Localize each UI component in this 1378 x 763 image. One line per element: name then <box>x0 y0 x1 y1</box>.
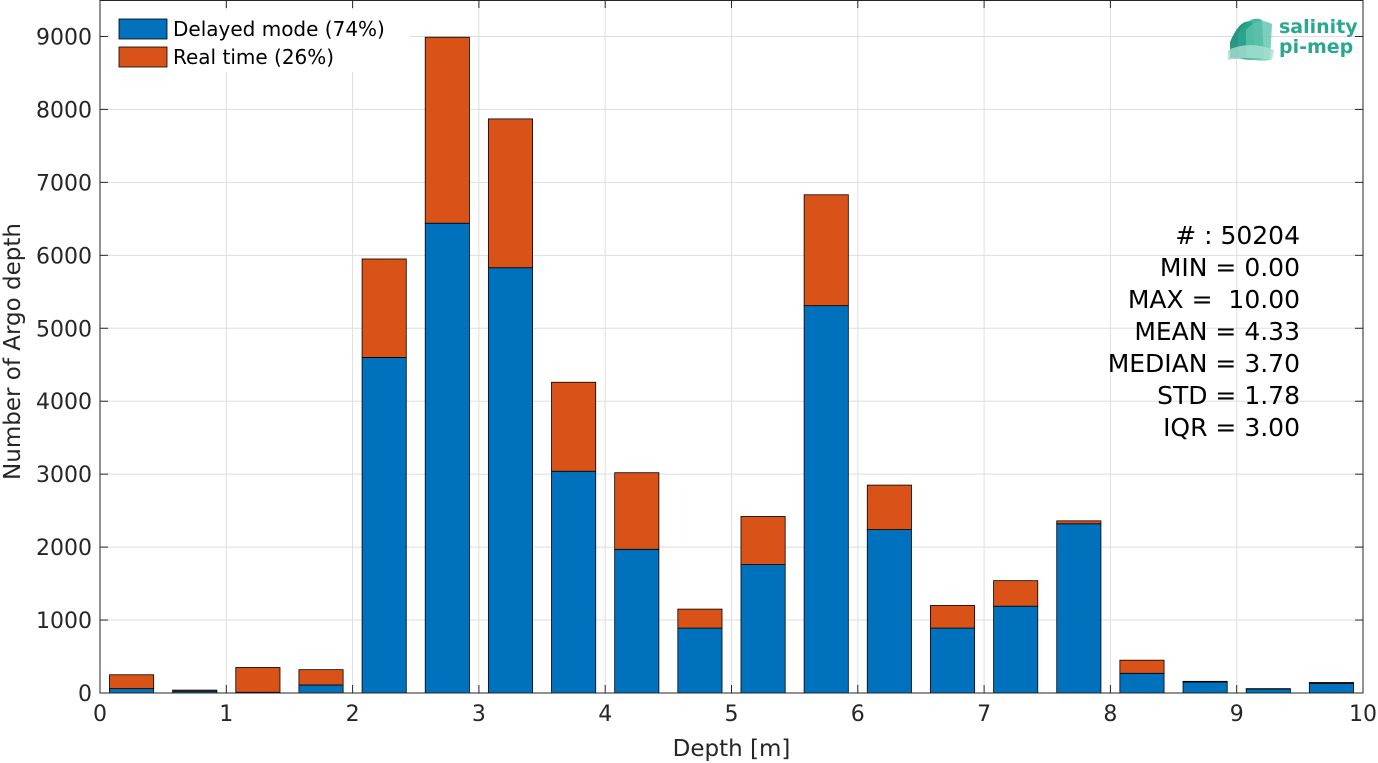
bar-delayed-10 <box>740 564 786 694</box>
y-tick-label: 8000 <box>36 98 92 123</box>
bar-delayed-6 <box>487 267 533 694</box>
y-axis-title: Number of Argo depth <box>0 223 26 480</box>
x-axis-title: Depth [m] <box>673 736 791 762</box>
bar-delayed-15 <box>1056 523 1102 694</box>
bar-delayed-9 <box>677 627 723 694</box>
bar-delayed-13 <box>930 627 976 694</box>
bar-delayed-5 <box>424 222 470 694</box>
x-tick-label: 8 <box>1103 702 1117 727</box>
stat-std: STD = 1.78 <box>1157 381 1300 410</box>
bar-realtime-0 <box>109 674 155 690</box>
stat-max: MAX = 10.00 <box>1128 285 1300 314</box>
statistics-box: # : 50204 MIN = 0.00 MAX = 10.00 MEAN = … <box>1108 221 1300 442</box>
y-tick-label: 1000 <box>36 609 92 634</box>
stat-count: # : 50204 <box>1175 221 1300 250</box>
x-tick-label: 4 <box>598 702 612 727</box>
bar-delayed-4 <box>361 357 407 694</box>
y-tick-label: 0 <box>78 682 92 707</box>
bar-delayed-18 <box>1245 688 1291 694</box>
x-tick-label: 7 <box>977 702 991 727</box>
x-tick-label: 9 <box>1230 702 1244 727</box>
bars <box>109 36 1354 694</box>
x-tick-label: 1 <box>219 702 233 727</box>
wave-logo-icon <box>1228 18 1274 61</box>
legend-label-realtime: Real time (26%) <box>173 45 334 69</box>
bar-delayed-14 <box>993 605 1039 694</box>
bar-delayed-7 <box>551 470 597 694</box>
bar-realtime-16 <box>1119 659 1165 674</box>
logo-text-line2: pi-mep <box>1279 36 1353 58</box>
x-tick-label: 6 <box>851 702 865 727</box>
bar-realtime-11 <box>803 194 849 307</box>
x-tick-label: 2 <box>346 702 360 727</box>
y-tick-label: 6000 <box>36 244 92 269</box>
bar-delayed-12 <box>866 529 912 694</box>
bar-realtime-4 <box>361 258 407 358</box>
legend-swatch-delayed <box>118 18 168 40</box>
y-tick-label: 7000 <box>36 171 92 196</box>
bar-realtime-3 <box>298 669 344 686</box>
bar-realtime-8 <box>614 472 660 550</box>
bar-realtime-15 <box>1056 520 1102 525</box>
bar-realtime-10 <box>740 516 786 566</box>
y-tick-label: 4000 <box>36 390 92 415</box>
bar-realtime-12 <box>866 484 912 530</box>
y-tick-label: 2000 <box>36 536 92 561</box>
legend-label-delayed: Delayed mode (74%) <box>173 17 385 41</box>
legend-swatch-realtime <box>118 46 168 68</box>
bar-realtime-1 <box>172 689 218 692</box>
salinity-pimep-logo: salinity pi-mep <box>1228 16 1358 61</box>
x-tick-label: 10 <box>1349 702 1377 727</box>
bar-delayed-11 <box>803 305 849 694</box>
x-tick-label: 5 <box>725 702 739 727</box>
bar-realtime-5 <box>424 36 470 224</box>
stat-iqr: IQR = 3.00 <box>1163 413 1300 442</box>
bar-realtime-13 <box>930 605 976 629</box>
bar-delayed-0 <box>109 688 155 694</box>
bar-realtime-6 <box>487 118 533 269</box>
bar-realtime-19 <box>1308 682 1354 684</box>
y-tick-label: 3000 <box>36 463 92 488</box>
bar-delayed-3 <box>298 684 344 694</box>
stat-min: MIN = 0.00 <box>1160 253 1300 282</box>
y-tick-label: 9000 <box>36 25 92 50</box>
bar-delayed-8 <box>614 548 660 694</box>
bar-delayed-19 <box>1308 683 1354 694</box>
bar-realtime-17 <box>1182 680 1228 683</box>
bar-realtime-9 <box>677 608 723 629</box>
bar-realtime-14 <box>993 580 1039 607</box>
x-tick-label: 3 <box>472 702 486 727</box>
ticks: 0 1 2 3 4 5 6 7 8 9 10 0 1000 2000 3000 4000 5000 6000 700… <box>36 0 1377 727</box>
grid <box>99 0 1364 694</box>
logo-text-line1: salinity <box>1279 16 1358 38</box>
y-tick-label: 5000 <box>36 317 92 342</box>
x-tick-label: 0 <box>93 702 107 727</box>
bar-delayed-16 <box>1119 672 1165 694</box>
bar-realtime-7 <box>551 381 597 472</box>
legend: Delayed mode (74%) Real time (26%) <box>110 10 410 72</box>
bar-delayed-17 <box>1182 681 1228 694</box>
stat-median: MEDIAN = 3.70 <box>1108 349 1300 378</box>
stat-mean: MEAN = 4.33 <box>1134 317 1300 346</box>
bar-realtime-2 <box>235 667 281 693</box>
